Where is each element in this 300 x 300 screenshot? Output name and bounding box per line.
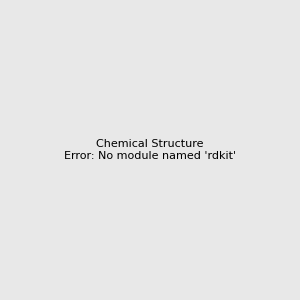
Text: Chemical Structure
Error: No module named 'rdkit': Chemical Structure Error: No module name…: [64, 139, 236, 161]
